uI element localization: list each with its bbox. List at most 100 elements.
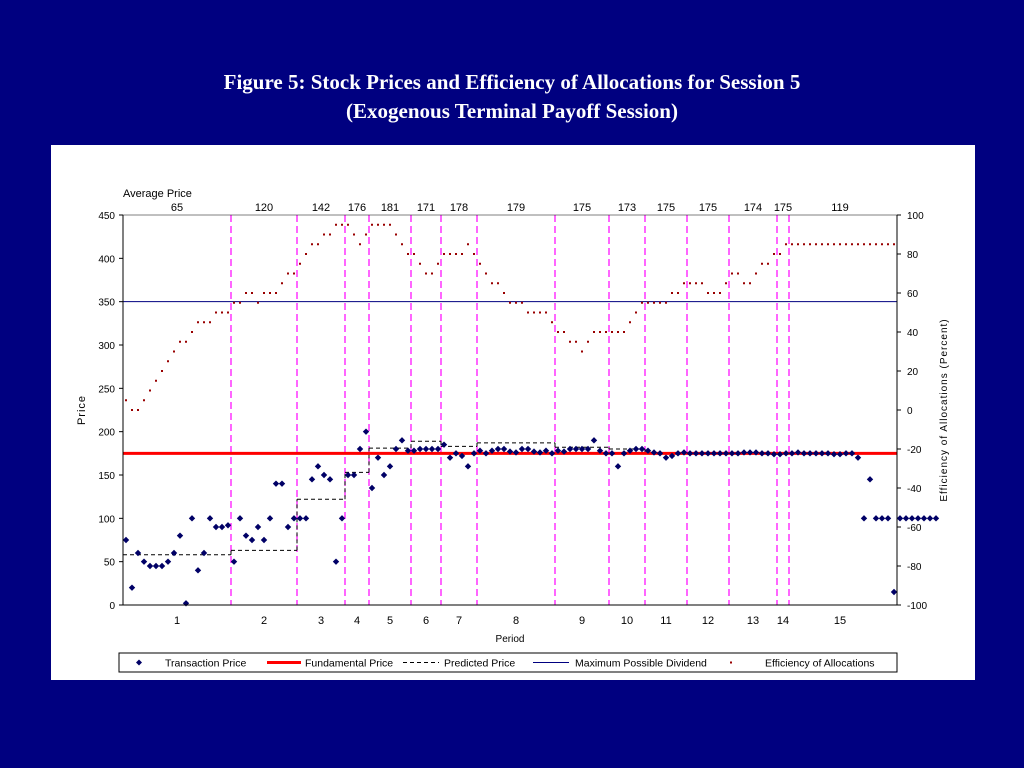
efficiency-point bbox=[131, 409, 133, 411]
avg-price-label: 176 bbox=[348, 202, 366, 214]
transaction-point bbox=[788, 450, 796, 457]
transaction-point bbox=[638, 445, 646, 453]
transaction-point bbox=[800, 450, 808, 457]
transaction-point bbox=[656, 450, 664, 457]
efficiency-point bbox=[509, 301, 511, 304]
transaction-point bbox=[368, 484, 376, 492]
transaction-point bbox=[170, 549, 178, 557]
efficiency-point bbox=[533, 311, 535, 314]
efficiency-point bbox=[233, 301, 235, 304]
transaction-point bbox=[404, 447, 412, 454]
period-label: 14 bbox=[777, 615, 789, 627]
efficiency-point bbox=[755, 272, 757, 275]
period-label: 10 bbox=[621, 615, 633, 627]
avg-price-label: 178 bbox=[450, 202, 468, 214]
transaction-point bbox=[518, 445, 526, 453]
transaction-point bbox=[536, 449, 544, 456]
transaction-point bbox=[452, 450, 460, 457]
transaction-point bbox=[176, 532, 184, 539]
efficiency-point bbox=[599, 331, 601, 333]
transaction-point bbox=[752, 449, 760, 456]
efficiency-point bbox=[713, 292, 715, 294]
efficiency-point bbox=[575, 340, 577, 343]
y-tick-label: 100 bbox=[98, 514, 115, 525]
efficiency-point bbox=[827, 243, 829, 246]
efficiency-point bbox=[227, 311, 229, 314]
y-tick-label: 250 bbox=[98, 384, 115, 395]
period-label: 15 bbox=[834, 615, 846, 627]
slide-title-line-2: (Exogenous Terminal Payoff Session) bbox=[346, 99, 678, 123]
transaction-point bbox=[188, 515, 196, 522]
transaction-point bbox=[242, 532, 250, 539]
efficiency-point bbox=[791, 243, 793, 246]
avg-price-label: 119 bbox=[831, 202, 849, 214]
transaction-point bbox=[428, 445, 436, 453]
transaction-point bbox=[128, 584, 136, 591]
legend-label: Efficiency of Allocations bbox=[765, 658, 875, 670]
efficiency-point bbox=[371, 223, 373, 226]
transaction-point bbox=[398, 437, 406, 444]
transaction-point bbox=[686, 450, 694, 457]
efficiency-point bbox=[809, 243, 811, 246]
avg-price-label: 171 bbox=[417, 202, 435, 214]
efficiency-point bbox=[257, 301, 259, 304]
efficiency-point bbox=[215, 311, 217, 314]
efficiency-point bbox=[209, 321, 211, 324]
avg-price-label: 175 bbox=[657, 202, 675, 214]
avg-price-label: 174 bbox=[744, 202, 762, 214]
efficiency-point bbox=[491, 282, 493, 285]
slide-title-line-1: Figure 5: Stock Prices and Efficiency of… bbox=[223, 70, 801, 94]
transaction-point bbox=[782, 450, 790, 457]
efficiency-point bbox=[707, 292, 709, 294]
legend-label: Transaction Price bbox=[165, 658, 246, 670]
transaction-point bbox=[338, 515, 346, 522]
y2-tick-label: 40 bbox=[907, 328, 919, 339]
efficiency-point bbox=[863, 243, 865, 246]
y2-tick-label: 80 bbox=[907, 250, 919, 261]
period-label: 7 bbox=[456, 615, 462, 627]
efficiency-point bbox=[659, 301, 661, 304]
transaction-point bbox=[896, 515, 904, 522]
transaction-point bbox=[302, 515, 310, 522]
efficiency-point bbox=[497, 282, 499, 285]
efficiency-point bbox=[767, 262, 769, 265]
transaction-point bbox=[416, 445, 424, 453]
transaction-point bbox=[602, 450, 610, 457]
efficiency-point bbox=[521, 301, 523, 304]
transaction-point bbox=[236, 515, 244, 522]
transaction-point bbox=[140, 558, 148, 565]
transaction-point bbox=[374, 454, 382, 461]
efficiency-point bbox=[425, 272, 427, 275]
transaction-point bbox=[470, 450, 478, 457]
transaction-point bbox=[626, 447, 634, 454]
y2-axis-title: Efficiency of Allocations (Percent) bbox=[939, 318, 950, 501]
y2-tick-label: -100 bbox=[907, 601, 927, 612]
efficiency-point bbox=[287, 272, 289, 275]
transaction-point bbox=[326, 476, 334, 483]
transaction-point bbox=[182, 600, 190, 607]
efficiency-point bbox=[851, 243, 853, 246]
efficiency-point bbox=[545, 311, 547, 314]
efficiency-point bbox=[185, 340, 187, 343]
y2-tick-label: 100 bbox=[907, 211, 924, 222]
transaction-point bbox=[434, 445, 442, 453]
transaction-point bbox=[704, 450, 712, 457]
efficiency-point bbox=[437, 262, 439, 265]
data-layer bbox=[122, 223, 940, 607]
transaction-point bbox=[212, 523, 220, 531]
transaction-point bbox=[248, 536, 256, 544]
transaction-point bbox=[386, 463, 394, 470]
transaction-point bbox=[680, 449, 688, 456]
efficiency-point bbox=[539, 311, 541, 314]
efficiency-point bbox=[251, 292, 253, 294]
period-label: 6 bbox=[423, 615, 429, 627]
transaction-point bbox=[272, 480, 280, 487]
avg-price-label: 120 bbox=[255, 202, 273, 214]
transaction-point bbox=[746, 449, 754, 456]
transaction-point bbox=[422, 445, 430, 453]
efficiency-point bbox=[869, 243, 871, 246]
efficiency-point bbox=[389, 223, 391, 226]
efficiency-point bbox=[629, 321, 631, 324]
efficiency-point bbox=[335, 223, 337, 226]
efficiency-point bbox=[833, 243, 835, 246]
